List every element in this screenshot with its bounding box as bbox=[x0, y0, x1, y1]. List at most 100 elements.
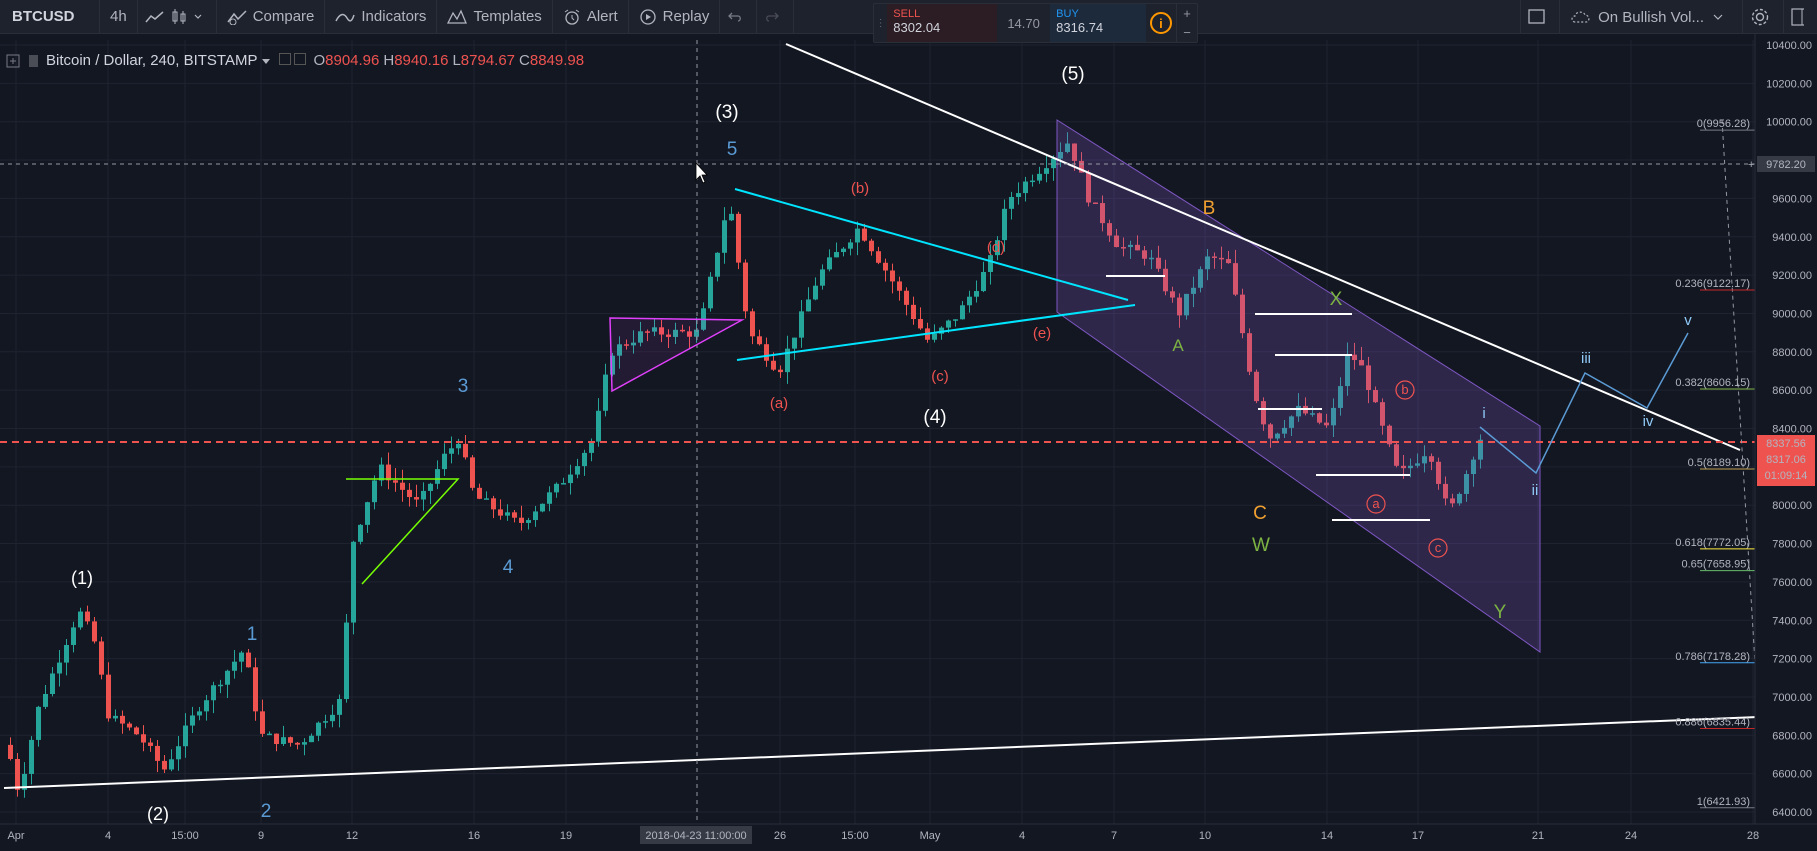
price-chart[interactable]: 0(9956.28) 0.236(9122.17) 0.382(8606.15) 0.… bbox=[0, 34, 1817, 851]
time-tick-label: 15:00 bbox=[171, 830, 199, 842]
wave-label: b bbox=[1401, 382, 1408, 397]
grid-lines bbox=[0, 40, 1755, 824]
buy-button[interactable]: BUY 8316.74 bbox=[1050, 4, 1146, 42]
minus-button[interactable]: − bbox=[1183, 25, 1191, 40]
wave-label: (5) bbox=[1061, 64, 1084, 85]
layout-selector[interactable]: On Bullish Vol... bbox=[1559, 0, 1742, 34]
legend-settings-icons[interactable] bbox=[279, 52, 309, 69]
time-axis[interactable] bbox=[0, 824, 1817, 851]
caret-down-icon[interactable] bbox=[261, 56, 271, 66]
candle-body bbox=[1359, 360, 1364, 366]
compare-label: Compare bbox=[252, 8, 315, 25]
flag-icon[interactable] bbox=[28, 54, 40, 68]
candle-body bbox=[1338, 386, 1343, 408]
candle-body bbox=[715, 252, 720, 277]
candle-body bbox=[344, 622, 349, 699]
gear-icon bbox=[1751, 8, 1769, 26]
candle-body bbox=[1394, 444, 1399, 466]
cyan-triangle-lower bbox=[736, 304, 1136, 361]
symbol-search[interactable]: BTCUSD bbox=[0, 0, 100, 34]
candle-body bbox=[1233, 263, 1238, 295]
candle-body bbox=[400, 482, 405, 490]
chevron-down-icon bbox=[1713, 14, 1723, 20]
compare-icon bbox=[227, 9, 247, 25]
wave-label: B bbox=[1203, 198, 1216, 219]
candle-body bbox=[43, 694, 48, 707]
replay-button[interactable]: Replay bbox=[629, 0, 721, 34]
candle-body bbox=[1107, 223, 1112, 236]
candle-body bbox=[1247, 333, 1252, 372]
info-button[interactable]: i bbox=[1146, 4, 1176, 42]
time-tick-label: 9 bbox=[258, 830, 264, 842]
wave-projection bbox=[1479, 332, 1689, 475]
candle-body bbox=[71, 627, 76, 645]
candle-body bbox=[134, 727, 139, 735]
candle-body bbox=[799, 311, 804, 338]
symbol-title[interactable]: Bitcoin / Dollar, 240, BITSTAMP bbox=[46, 52, 258, 69]
candle-body bbox=[358, 524, 363, 542]
candle-body bbox=[1317, 413, 1322, 423]
candle-body bbox=[1065, 143, 1070, 153]
candle-body bbox=[113, 715, 118, 719]
redo-button[interactable] bbox=[757, 0, 795, 34]
fib-level-label: 0.618(7772.05) bbox=[1675, 537, 1750, 549]
price-tick-label: 7400.00 bbox=[1772, 615, 1812, 627]
candle-body bbox=[309, 735, 314, 743]
candle-body bbox=[1254, 371, 1259, 402]
templates-button[interactable]: Templates bbox=[437, 0, 553, 34]
price-tick-label: 10000.00 bbox=[1766, 117, 1812, 129]
trading-panel: ⋮ SELL 8302.04 14.70 BUY 8316.74 i + − bbox=[873, 3, 1198, 43]
candle-body bbox=[442, 453, 447, 470]
line-chart-icon bbox=[145, 10, 164, 22]
candle-body bbox=[15, 758, 20, 790]
candle-body bbox=[575, 466, 580, 475]
magenta-triangle bbox=[609, 317, 745, 393]
candle-body bbox=[1212, 256, 1217, 258]
undo-button[interactable] bbox=[720, 0, 758, 34]
candle-body bbox=[407, 489, 412, 498]
collapse-button[interactable] bbox=[1783, 0, 1817, 34]
alert-button[interactable]: Alert bbox=[553, 0, 629, 34]
templates-label: Templates bbox=[473, 8, 542, 25]
candlesticks bbox=[8, 132, 1483, 798]
settings-button[interactable] bbox=[1742, 0, 1783, 34]
candle-body bbox=[869, 240, 874, 252]
time-tick-label: 12 bbox=[346, 830, 358, 842]
wave-label: W bbox=[1252, 535, 1270, 556]
wave-label: Y bbox=[1494, 602, 1507, 623]
compare-button[interactable]: Compare bbox=[217, 0, 326, 34]
candle-body bbox=[470, 457, 475, 488]
candle-body bbox=[176, 746, 181, 760]
candle-body bbox=[1422, 456, 1427, 464]
candle-body bbox=[855, 228, 860, 243]
candle-body bbox=[505, 512, 510, 516]
indicators-button[interactable]: Indicators bbox=[325, 0, 438, 34]
wave-label: (b) bbox=[851, 180, 869, 197]
candle-body bbox=[1366, 365, 1371, 391]
candle-body bbox=[862, 228, 867, 241]
fullscreen-button[interactable] bbox=[1520, 0, 1559, 34]
candle-body bbox=[708, 276, 713, 309]
chart-style-button[interactable] bbox=[138, 0, 217, 34]
collapse-legend-icon[interactable] bbox=[6, 54, 20, 68]
drag-handle-icon[interactable]: ⋮ bbox=[875, 17, 886, 29]
candle-body bbox=[610, 355, 615, 375]
time-scale-labels: Apr 4 15:00 9 12 16 19 26 15:00 May 4 7 10 14 17 21 24 28 bbox=[7, 830, 1759, 842]
wave-label: C bbox=[1253, 503, 1267, 524]
candle-body bbox=[1184, 293, 1189, 316]
candle-body bbox=[1198, 269, 1203, 288]
candle-body bbox=[589, 441, 594, 453]
wave-label: (3) bbox=[715, 102, 738, 123]
candle-body bbox=[582, 452, 587, 467]
candle-body bbox=[883, 262, 888, 271]
wave-label: ii bbox=[1532, 482, 1539, 499]
candles-icon bbox=[172, 8, 186, 24]
candle-body bbox=[785, 348, 790, 373]
interval-selector[interactable]: 4h bbox=[100, 0, 138, 34]
wave-label: (c) bbox=[931, 368, 949, 385]
time-tick-label: 21 bbox=[1532, 830, 1544, 842]
candle-body bbox=[484, 498, 489, 500]
plus-button[interactable]: + bbox=[1183, 6, 1191, 21]
sell-button[interactable]: SELL 8302.04 bbox=[887, 4, 998, 42]
candle-body bbox=[687, 331, 692, 337]
